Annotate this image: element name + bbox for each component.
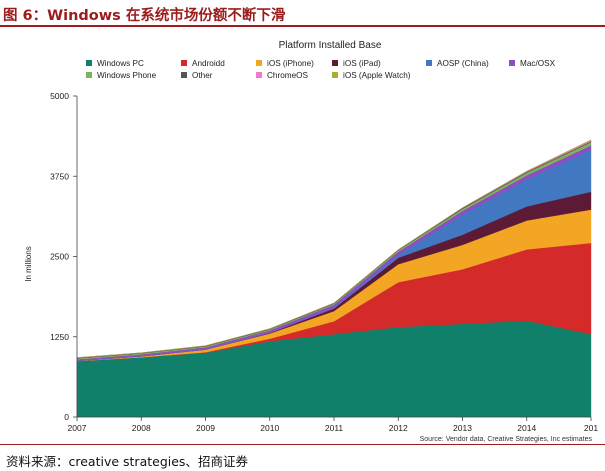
legend-label: AOSP (China) bbox=[437, 59, 489, 68]
y-tick-label: 5000 bbox=[50, 91, 69, 101]
legend-label: iOS (iPad) bbox=[343, 59, 381, 68]
x-tick-label: 2013 bbox=[453, 423, 472, 433]
legend-label: ChromeOS bbox=[267, 71, 308, 80]
y-tick-label: 2500 bbox=[50, 252, 69, 262]
x-tick-label: 201 bbox=[584, 423, 598, 433]
legend-swatch bbox=[332, 72, 338, 78]
legend-label: Mac/OSX bbox=[520, 59, 556, 68]
x-tick-label: 2014 bbox=[517, 423, 536, 433]
legend-swatch bbox=[332, 60, 338, 66]
y-tick-label: 0 bbox=[64, 412, 69, 422]
legend-swatch bbox=[256, 72, 262, 78]
legend-item-androidd: Androidd bbox=[181, 59, 225, 68]
x-axis: 2007 2008 2009 2010 2011 2012 2013 2014 201 bbox=[68, 416, 598, 433]
x-tick-label: 2008 bbox=[132, 423, 151, 433]
figure-title: 图 6：Windows 在系统市场份额不断下滑 bbox=[3, 8, 286, 24]
y-tick-label: 1250 bbox=[50, 332, 69, 342]
y-tick-label: 3750 bbox=[50, 171, 69, 181]
legend-item-windows-phone: Windows Phone bbox=[86, 71, 157, 80]
x-tick-label: 2012 bbox=[389, 423, 408, 433]
legend-swatch bbox=[181, 60, 187, 66]
legend-label: iOS (iPhone) bbox=[267, 59, 314, 68]
legend: Windows PC Androidd iOS (iPhone) iOS (iPad)… bbox=[86, 59, 556, 80]
legend-item-aosp-china: AOSP (China) bbox=[426, 59, 489, 68]
legend-swatch bbox=[256, 60, 262, 66]
legend-item-ios-iphone: iOS (iPhone) bbox=[256, 59, 314, 68]
x-tick-label: 2007 bbox=[68, 423, 87, 433]
legend-item-windows-pc: Windows PC bbox=[86, 59, 144, 68]
x-tick-label: 2011 bbox=[325, 423, 344, 433]
legend-label: Other bbox=[192, 71, 213, 80]
legend-swatch bbox=[426, 60, 432, 66]
y-axis-label: In millions bbox=[24, 246, 33, 282]
legend-item-chromeos: ChromeOS bbox=[256, 71, 308, 80]
title-divider bbox=[0, 25, 605, 27]
y-axis: 0 1250 2500 3750 5000 bbox=[50, 91, 78, 422]
legend-swatch bbox=[86, 72, 92, 78]
legend-item-mac-osx: Mac/OSX bbox=[509, 59, 556, 68]
legend-label: iOS (Apple Watch) bbox=[343, 71, 411, 80]
source-divider bbox=[0, 444, 605, 445]
plot-area bbox=[76, 139, 592, 418]
chart-title: Platform Installed Base bbox=[279, 40, 382, 51]
x-tick-label: 2009 bbox=[196, 423, 215, 433]
legend-item-ios-ipad: iOS (iPad) bbox=[332, 59, 381, 68]
area-windows-pc bbox=[76, 320, 592, 418]
area-ios-apple-watch bbox=[76, 139, 592, 358]
x-tick-label: 2010 bbox=[260, 423, 279, 433]
legend-swatch bbox=[181, 72, 187, 78]
legend-item-ios-apple-watch: iOS (Apple Watch) bbox=[332, 71, 411, 80]
legend-label: Androidd bbox=[192, 59, 225, 68]
figure-source: 资料来源：creative strategies、招商证券 bbox=[6, 454, 248, 469]
legend-swatch bbox=[509, 60, 515, 66]
legend-swatch bbox=[86, 60, 92, 66]
legend-label: Windows PC bbox=[97, 59, 144, 68]
legend-item-other: Other bbox=[181, 71, 213, 80]
source-note: Source: Vendor data, Creative Strategies… bbox=[420, 436, 593, 443]
platform-installed-base-chart: Platform Installed Base Windows PC Androi… bbox=[24, 40, 598, 443]
legend-label: Windows Phone bbox=[97, 71, 157, 80]
